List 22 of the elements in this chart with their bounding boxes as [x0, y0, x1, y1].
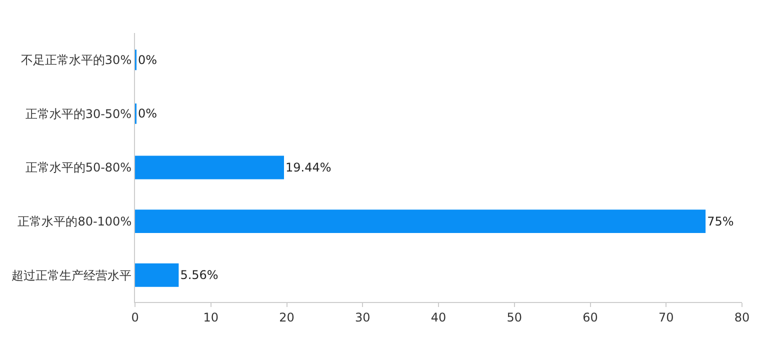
- x-tick-label: 50: [506, 310, 522, 324]
- data-label: 0%: [138, 52, 158, 67]
- data-label: 19.44%: [286, 160, 332, 174]
- y-tick-label: 不足正常水平的30%: [20, 53, 132, 68]
- bar: [135, 263, 179, 287]
- bar: [135, 156, 284, 180]
- y-tick-label: 正常水平的50-80%: [25, 160, 132, 175]
- bar: [135, 210, 706, 234]
- x-tick-label: 30: [354, 310, 370, 324]
- y-tick-label: 超过正常生产经营水平: [12, 268, 132, 282]
- x-tick-label: 70: [658, 310, 674, 324]
- data-label: 0%: [138, 106, 158, 121]
- x-tick-label: 20: [279, 310, 294, 324]
- data-label: 5.56%: [180, 268, 218, 282]
- x-tick-label: 80: [734, 310, 750, 324]
- x-tick-label: 60: [582, 310, 598, 324]
- x-tick-label: 10: [203, 310, 219, 324]
- y-tick-label: 正常水平的30-50%: [25, 106, 132, 121]
- x-tick-label: 40: [430, 310, 446, 324]
- data-label: 75%: [707, 214, 734, 228]
- y-tick-label: 正常水平的80-100%: [18, 214, 132, 228]
- x-tick-label: 0: [131, 310, 139, 324]
